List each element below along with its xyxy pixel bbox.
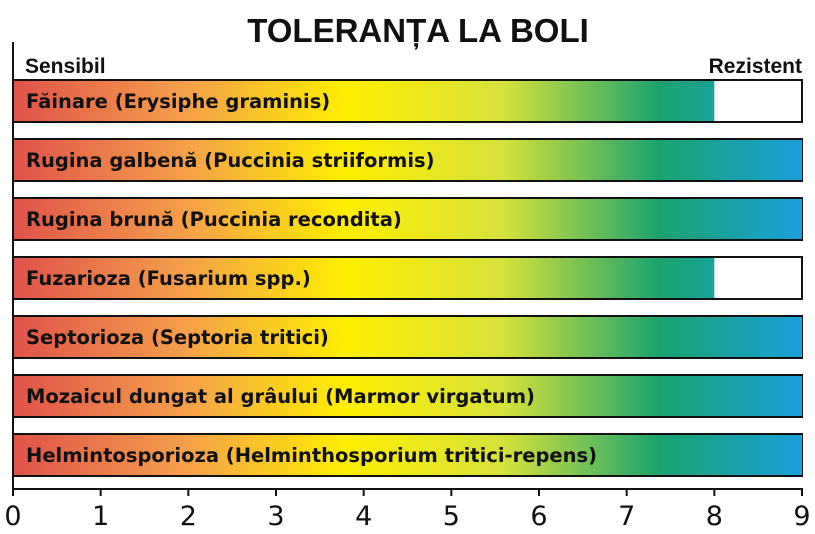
bar-label: Rugina brună (Puccinia recondita) xyxy=(26,208,402,231)
x-tick-label: 2 xyxy=(180,501,197,532)
chart-title: TOLERANȚA LA BOLI xyxy=(247,12,589,49)
bar-label: Făinare (Erysiphe graminis) xyxy=(26,90,330,113)
bars-group: Făinare (Erysiphe graminis) Rugina galben… xyxy=(12,79,803,477)
bar xyxy=(14,376,802,416)
x-tick-label: 8 xyxy=(706,501,723,532)
bar xyxy=(14,317,802,357)
x-tick-label: 5 xyxy=(443,501,460,532)
bar xyxy=(14,199,802,239)
bar-label: Rugina galbenă (Puccinia striiformis) xyxy=(26,149,435,172)
bar xyxy=(14,140,802,180)
x-tick-label: 9 xyxy=(793,501,810,532)
bar xyxy=(14,435,802,475)
x-tick-label: 4 xyxy=(355,501,372,532)
x-axis-ticks: 0 1 2 3 4 5 6 7 8 9 xyxy=(4,489,811,532)
bar xyxy=(14,258,715,298)
bar xyxy=(14,81,715,121)
x-tick-label: 7 xyxy=(618,501,635,532)
x-tick-label: 6 xyxy=(530,501,547,532)
bar-label: Fuzarioza (Fusarium spp.) xyxy=(26,267,311,290)
x-tick-label: 1 xyxy=(92,501,109,532)
sensitive-end-label: Sensibil xyxy=(25,55,106,78)
bar-label: Helmintosporioza (Helminthosporium triti… xyxy=(26,444,597,467)
bar-label: Mozaicul dungat al grâului (Marmor virga… xyxy=(26,385,535,408)
x-tick-label: 3 xyxy=(267,501,284,532)
resistant-end-label: Rezistent xyxy=(709,55,802,78)
x-tick-label: 0 xyxy=(4,501,21,532)
bar-label: Septorioza (Septoria tritici) xyxy=(26,326,329,349)
